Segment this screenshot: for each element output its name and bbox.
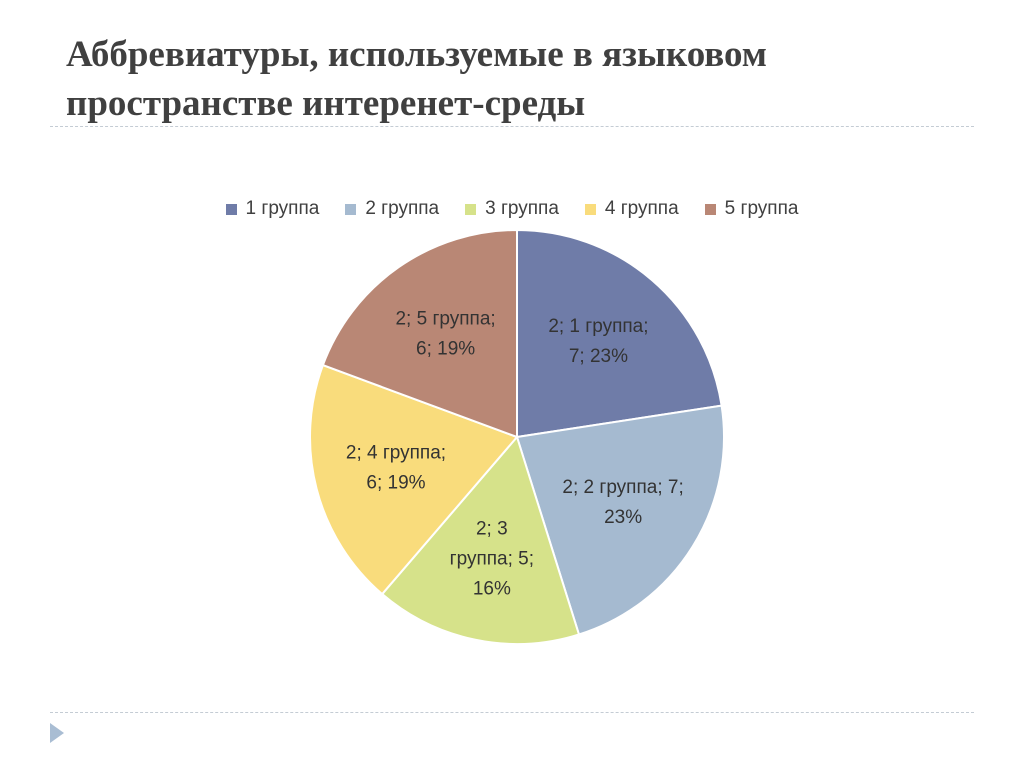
slice-4-label-line-1: 2; 4 группа; (346, 442, 446, 463)
slice-3-label-line-2: группа; 5; (450, 548, 534, 569)
pie-slice-3 (380, 434, 581, 645)
legend-label-3: 3 группа (485, 198, 559, 219)
legend-label-4: 4 группа (604, 198, 679, 219)
slice-4-label-line-2: 6; 19% (366, 472, 425, 493)
legend-swatch-2 (345, 203, 357, 215)
slice-2-label-line-1: 2; 2 группа; 7; (562, 477, 683, 498)
top-divider (50, 126, 974, 127)
pie-slice-4 (309, 363, 519, 596)
legend-item-5: 5 группа (704, 198, 799, 220)
triangle-right-icon[interactable] (48, 722, 66, 744)
bottom-divider (50, 712, 974, 713)
slice-1-label-line-2: 7; 23% (569, 346, 628, 367)
title-line-2: пространстве интеренет-среды (66, 83, 586, 124)
title-line-1: Аббревиатуры, используемые в языковом (66, 34, 768, 75)
chart-legend: 1 группа 2 группа 3 группа 4 группа 5 гр… (0, 198, 1024, 220)
pie-slice-2 (515, 404, 725, 636)
legend-swatch-1 (225, 203, 237, 215)
pie-slice-1 (516, 228, 723, 439)
legend-label-2: 2 группа (365, 198, 440, 219)
legend-label-1: 1 группа (245, 198, 320, 219)
legend-item-2: 2 группа (345, 198, 439, 220)
pie-slice-5 (321, 228, 518, 439)
legend-item-3: 3 группа (465, 198, 559, 220)
slice-3-label-line-1: 2; 3 (476, 518, 508, 539)
legend-item-4: 4 группа (584, 198, 679, 220)
legend-swatch-4 (584, 203, 596, 215)
legend-label-5: 5 группа (724, 198, 799, 219)
legend-swatch-5 (704, 203, 716, 215)
slice-5-label-line-2: 6; 19% (416, 338, 475, 359)
slice-1-label-line-1: 2; 1 группа; (548, 316, 648, 337)
slice-2-label-line-2: 23% (604, 507, 642, 528)
slice-3-label-line-3: 16% (473, 578, 511, 599)
legend-item-1: 1 группа (225, 198, 320, 220)
slice-5-label-line-1: 2; 5 группа; (395, 308, 495, 329)
legend-swatch-3 (465, 203, 477, 215)
slide-title: Аббревиатуры, используемые в языковом пр… (66, 30, 966, 128)
